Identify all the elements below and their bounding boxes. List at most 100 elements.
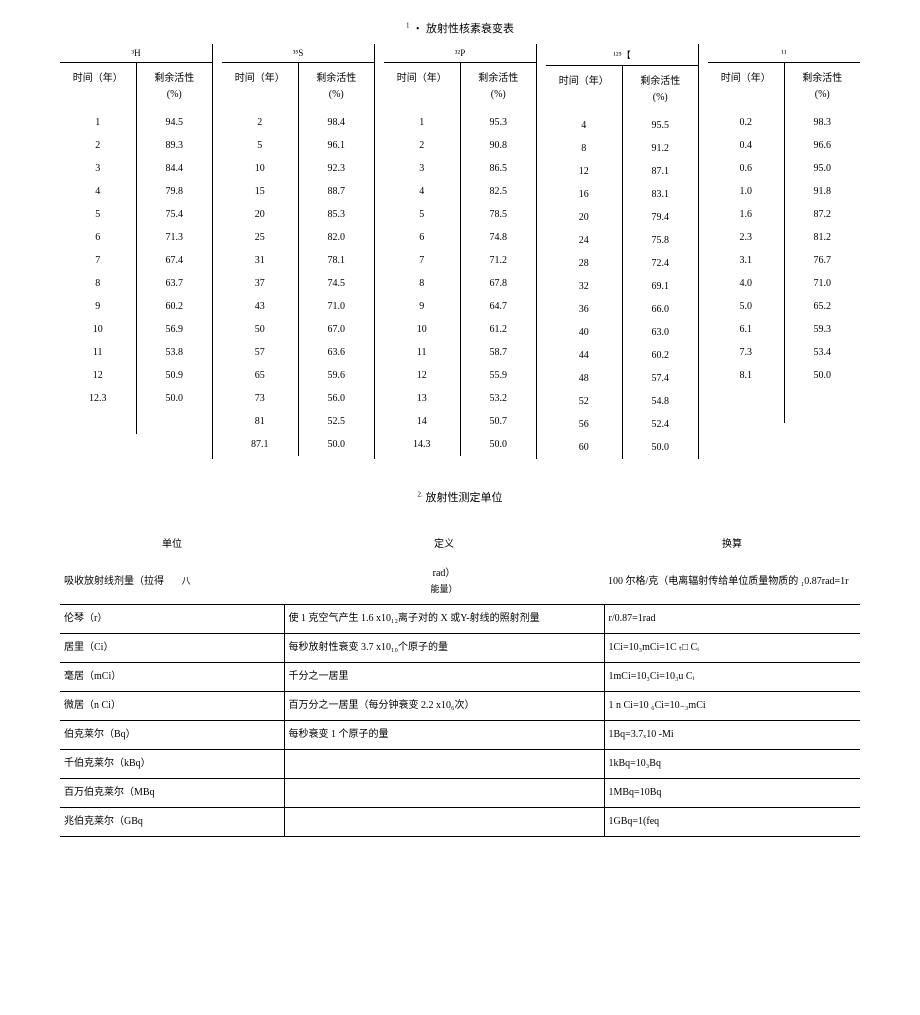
time-cell bbox=[60, 422, 137, 434]
isotope-column-s35: ³⁵S时间（年）剩余活性(%)298.4596.11092.31588.7208… bbox=[222, 44, 375, 459]
decay-row: 8152.5 bbox=[222, 410, 374, 433]
activity-cell: 75.4 bbox=[137, 203, 213, 226]
units-row: 伯克莱尔（Bq）每秒衰变 1 个原子的量1Bq=3.7ₓ10 -Mi bbox=[60, 721, 860, 750]
time-cell: 14.3 bbox=[384, 433, 461, 456]
time-cell: 1 bbox=[60, 111, 137, 134]
activity-cell: 83.1 bbox=[623, 183, 699, 206]
decay-row: 290.8 bbox=[384, 134, 536, 157]
activity-cell: 69.1 bbox=[623, 275, 699, 298]
activity-cell: 88.7 bbox=[299, 180, 375, 203]
time-cell bbox=[708, 411, 785, 423]
time-cell: 10 bbox=[384, 318, 461, 341]
units-row: 吸收放射线剂量（拉得 八rad）能量）100 尔格/克（电离辐射传给单位质量物质… bbox=[60, 560, 860, 605]
activity-cell: 59.6 bbox=[299, 364, 375, 387]
activity-cell: 52.4 bbox=[623, 413, 699, 436]
activity-cell: 76.7 bbox=[785, 249, 861, 272]
time-cell: 9 bbox=[60, 295, 137, 318]
time-cell: 7 bbox=[60, 249, 137, 272]
unit-cell: 千伯克莱尔（kBq） bbox=[60, 750, 284, 779]
activity-cell: 98.3 bbox=[785, 111, 861, 134]
activity-cell: 75.8 bbox=[623, 229, 699, 252]
activity-cell: 58.7 bbox=[461, 341, 537, 364]
isotope-name: ³H bbox=[60, 44, 212, 63]
decay-row: 1255.9 bbox=[384, 364, 536, 387]
activity-cell: 50.0 bbox=[461, 433, 537, 456]
unit-cell: 伯克莱尔（Bq） bbox=[60, 721, 284, 750]
unit-cell: 居里（Ci） bbox=[60, 634, 284, 663]
activity-cell: 94.5 bbox=[137, 111, 213, 134]
activity-cell bbox=[785, 387, 861, 399]
activity-cell: 66.0 bbox=[623, 298, 699, 321]
def-cell: 使 1 克空气产生 1.6 x10₁₂离子对的 X 或Y-射线的照射剂量 bbox=[284, 605, 604, 634]
activity-cell: 53.2 bbox=[461, 387, 537, 410]
decay-row: 194.5 bbox=[60, 111, 212, 134]
activity-header: 剩余活性(%) bbox=[785, 63, 861, 111]
decay-row: 479.8 bbox=[60, 180, 212, 203]
unit-cell: 微居（n Ci） bbox=[60, 692, 284, 721]
time-cell: 50 bbox=[222, 318, 299, 341]
time-cell: 40 bbox=[546, 321, 623, 344]
units-row: 伦琴（r）使 1 克空气产生 1.6 x10₁₂离子对的 X 或Y-射线的照射剂… bbox=[60, 605, 860, 634]
def-cell bbox=[284, 750, 604, 779]
activity-cell: 84.4 bbox=[137, 157, 213, 180]
activity-cell: 67.4 bbox=[137, 249, 213, 272]
def-cell: 每秒衰变 1 个原子的量 bbox=[284, 721, 604, 750]
isotope-name: ³²P bbox=[384, 44, 536, 63]
activity-cell: 64.7 bbox=[461, 295, 537, 318]
isotope-subheader: 时间（年）剩余活性(%) bbox=[60, 63, 212, 111]
activity-cell: 82.5 bbox=[461, 180, 537, 203]
time-cell: 37 bbox=[222, 272, 299, 295]
time-cell: 7.3 bbox=[708, 341, 785, 364]
activity-cell: 87.1 bbox=[623, 160, 699, 183]
activity-cell: 60.2 bbox=[623, 344, 699, 367]
conv-cell: 1GBq=1(feq bbox=[604, 808, 860, 837]
activity-cell: 95.5 bbox=[623, 114, 699, 137]
decay-row: 767.4 bbox=[60, 249, 212, 272]
header-conv: 换算 bbox=[604, 525, 860, 560]
header-def: 定义 bbox=[284, 525, 604, 560]
time-cell: 4 bbox=[546, 114, 623, 137]
decay-row: 771.2 bbox=[384, 249, 536, 272]
title1-text: 放射性核素衰变表 bbox=[426, 23, 514, 35]
time-cell: 0.6 bbox=[708, 157, 785, 180]
def-cell: rad）能量） bbox=[284, 560, 604, 605]
time-cell: 5 bbox=[222, 134, 299, 157]
decay-row: 0.496.6 bbox=[708, 134, 860, 157]
time-cell: 5.0 bbox=[708, 295, 785, 318]
time-cell: 10 bbox=[222, 157, 299, 180]
activity-cell: 60.2 bbox=[137, 295, 213, 318]
time-header: 时间（年） bbox=[222, 63, 299, 111]
time-cell: 11 bbox=[384, 341, 461, 364]
decay-row: 3178.1 bbox=[222, 249, 374, 272]
time-cell: 25 bbox=[222, 226, 299, 249]
decay-row: 482.5 bbox=[384, 180, 536, 203]
conv-cell: 1MBq=10Bq bbox=[604, 779, 860, 808]
decay-row: 4460.2 bbox=[546, 344, 698, 367]
units-table: 单位 定义 换算 吸收放射线剂量（拉得 八rad）能量）100 尔格/克（电离辐… bbox=[60, 525, 860, 837]
decay-row: 4857.4 bbox=[546, 367, 698, 390]
activity-cell bbox=[137, 422, 213, 434]
time-header: 时间（年） bbox=[708, 63, 785, 111]
decay-row: 960.2 bbox=[60, 295, 212, 318]
activity-cell: 81.2 bbox=[785, 226, 861, 249]
conv-cell: 1Bq=3.7ₓ10 -Mi bbox=[604, 721, 860, 750]
time-cell: 52 bbox=[546, 390, 623, 413]
time-cell: 8.1 bbox=[708, 364, 785, 387]
activity-cell: 78.1 bbox=[299, 249, 375, 272]
decay-row: 863.7 bbox=[60, 272, 212, 295]
time-cell: 65 bbox=[222, 364, 299, 387]
time-cell: 4.0 bbox=[708, 272, 785, 295]
time-cell: 5 bbox=[384, 203, 461, 226]
activity-cell: 61.2 bbox=[461, 318, 537, 341]
time-cell: 12 bbox=[60, 364, 137, 387]
activity-cell: 50.0 bbox=[623, 436, 699, 459]
time-cell: 8 bbox=[546, 137, 623, 160]
decay-table: ³H时间（年）剩余活性(%)194.5289.3384.4479.8575.46… bbox=[60, 44, 860, 459]
header-unit: 单位 bbox=[60, 525, 284, 560]
time-cell: 43 bbox=[222, 295, 299, 318]
activity-cell: 56.0 bbox=[299, 387, 375, 410]
decay-row: 1.687.2 bbox=[708, 203, 860, 226]
time-cell: 2 bbox=[222, 111, 299, 134]
time-cell: 87.1 bbox=[222, 433, 299, 456]
units-row: 毫居（mCi）千分之一居里1mCi=10₃Ci=10₃u Cᵢ bbox=[60, 663, 860, 692]
